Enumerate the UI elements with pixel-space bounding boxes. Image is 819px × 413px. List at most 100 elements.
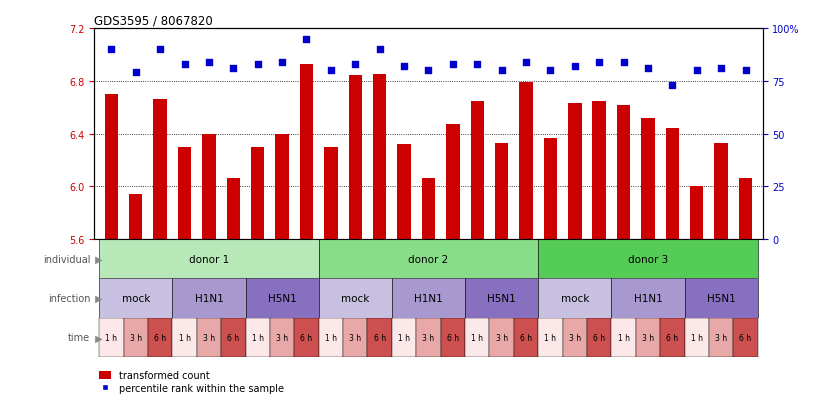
Text: 3 h: 3 h (714, 333, 726, 342)
Text: 1 h: 1 h (397, 333, 410, 342)
Text: 1 h: 1 h (179, 333, 190, 342)
Bar (153, 100, 166, 240)
Bar (684, 318, 708, 357)
Text: 6 h: 6 h (373, 333, 385, 342)
Bar (537, 279, 611, 318)
Bar (616, 105, 630, 240)
Bar (416, 318, 440, 357)
Text: 3 h: 3 h (129, 333, 142, 342)
Text: 6 h: 6 h (227, 333, 239, 342)
Bar (562, 318, 586, 357)
Text: 6 h: 6 h (446, 333, 459, 342)
Point (592, 59, 605, 66)
Text: H5N1: H5N1 (706, 293, 735, 304)
Bar (464, 279, 537, 318)
Bar (568, 104, 581, 240)
Bar (319, 279, 391, 318)
Text: 3 h: 3 h (495, 333, 507, 342)
Point (105, 47, 118, 53)
Text: 1 h: 1 h (690, 333, 702, 342)
Text: ▶: ▶ (92, 254, 102, 264)
Bar (245, 318, 269, 357)
Text: 3 h: 3 h (349, 333, 361, 342)
Bar (202, 134, 215, 240)
Bar (105, 95, 118, 240)
Text: 3 h: 3 h (568, 333, 580, 342)
Bar (269, 318, 294, 357)
Point (543, 68, 556, 74)
Bar (226, 179, 240, 240)
Point (202, 59, 215, 66)
Bar (99, 318, 124, 357)
Point (153, 47, 166, 53)
Point (665, 83, 678, 89)
Bar (537, 318, 562, 357)
Text: 1 h: 1 h (251, 333, 264, 342)
Point (713, 66, 726, 72)
Text: 6 h: 6 h (739, 333, 751, 342)
Bar (348, 76, 361, 240)
Text: time: time (68, 332, 90, 343)
Text: 1 h: 1 h (471, 333, 482, 342)
Point (178, 62, 191, 68)
Point (690, 68, 703, 74)
Point (495, 68, 508, 74)
Bar (397, 145, 410, 240)
Text: mock: mock (560, 293, 588, 304)
Bar (342, 318, 367, 357)
Text: infection: infection (48, 293, 90, 304)
Bar (611, 318, 635, 357)
Text: 1 h: 1 h (544, 333, 556, 342)
Point (470, 62, 483, 68)
Text: mock: mock (121, 293, 150, 304)
Bar (543, 138, 556, 240)
Text: 1 h: 1 h (617, 333, 629, 342)
Text: 3 h: 3 h (422, 333, 434, 342)
Bar (324, 147, 337, 240)
Bar (635, 318, 659, 357)
Legend: transformed count, percentile rank within the sample: transformed count, percentile rank withi… (99, 370, 283, 393)
Bar (172, 279, 245, 318)
Text: 6 h: 6 h (592, 333, 604, 342)
Bar (489, 318, 514, 357)
Bar (251, 147, 264, 240)
Text: ▶: ▶ (92, 293, 102, 304)
Bar (300, 64, 313, 240)
Bar (713, 143, 727, 240)
Text: 1 h: 1 h (106, 333, 117, 342)
Bar (592, 101, 605, 240)
Bar (495, 143, 508, 240)
Point (422, 68, 435, 74)
Point (129, 70, 143, 76)
Text: individual: individual (43, 254, 90, 264)
Bar (659, 318, 684, 357)
Bar (172, 318, 197, 357)
Bar (537, 240, 757, 279)
Bar (319, 240, 537, 279)
Text: H5N1: H5N1 (486, 293, 515, 304)
Bar (464, 318, 489, 357)
Point (640, 66, 654, 72)
Bar (197, 318, 221, 357)
Bar (514, 318, 537, 357)
Bar (684, 279, 757, 318)
Text: donor 3: donor 3 (627, 254, 667, 264)
Text: mock: mock (341, 293, 369, 304)
Bar (275, 134, 288, 240)
Point (348, 62, 361, 68)
Text: H1N1: H1N1 (194, 293, 223, 304)
Point (738, 68, 751, 74)
Text: H5N1: H5N1 (268, 293, 296, 304)
Text: 6 h: 6 h (154, 333, 166, 342)
Bar (294, 318, 319, 357)
Bar (690, 187, 703, 240)
Bar (245, 279, 319, 318)
Text: 1 h: 1 h (324, 333, 337, 342)
Bar (446, 125, 459, 240)
Text: 6 h: 6 h (519, 333, 532, 342)
Text: 6 h: 6 h (300, 333, 312, 342)
Bar (99, 279, 172, 318)
Bar (586, 318, 611, 357)
Point (373, 47, 386, 53)
Point (300, 36, 313, 43)
